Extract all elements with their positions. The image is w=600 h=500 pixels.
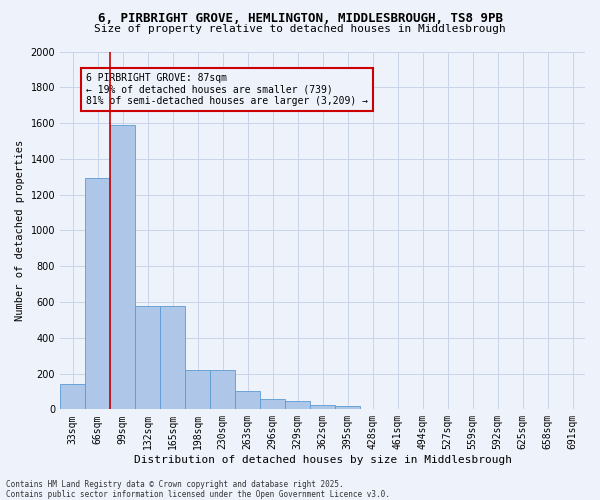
Bar (110, 125, 135, 410)
Bar (60, 384, 85, 409)
Bar (185, 370, 210, 410)
Text: Contains HM Land Registry data © Crown copyright and database right 2025.
Contai: Contains HM Land Registry data © Crown c… (6, 480, 390, 499)
Text: 6 PIRBRIGHT GROVE: 87sqm
← 19% of detached houses are smaller (739)
81% of semi-: 6 PIRBRIGHT GROVE: 87sqm ← 19% of detach… (86, 73, 368, 106)
Text: 6, PIRBRIGHT GROVE, HEMLINGTON, MIDDLESBROUGH, TS8 9PB: 6, PIRBRIGHT GROVE, HEMLINGTON, MIDDLESB… (97, 12, 503, 26)
Text: Size of property relative to detached houses in Middlesbrough: Size of property relative to detached ho… (94, 24, 506, 34)
Bar (85, 178, 110, 410)
Bar (235, 390, 260, 409)
X-axis label: Distribution of detached houses by size in Middlesbrough: Distribution of detached houses by size … (134, 455, 512, 465)
Y-axis label: Number of detached properties: Number of detached properties (15, 140, 25, 321)
Bar (310, 405, 335, 409)
Bar (285, 402, 310, 409)
Bar (210, 370, 235, 410)
Bar (260, 400, 285, 409)
Bar (135, 306, 160, 410)
Bar (160, 306, 185, 410)
Bar (335, 406, 360, 409)
